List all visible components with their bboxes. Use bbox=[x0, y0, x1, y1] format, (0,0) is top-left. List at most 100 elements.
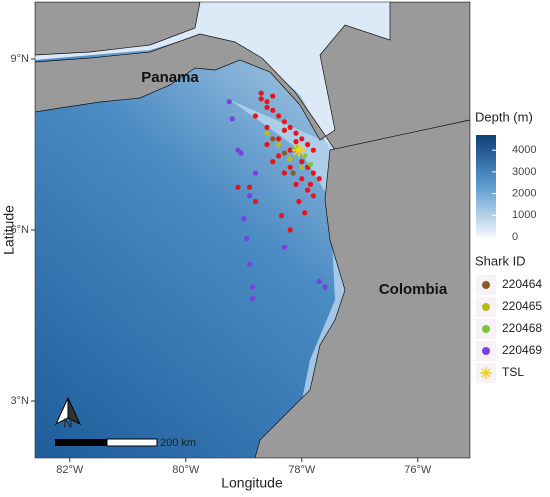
x-tick-label: 82°W bbox=[56, 464, 84, 476]
location-point bbox=[287, 147, 293, 153]
scale-bar: 200 km bbox=[55, 437, 196, 449]
location-point bbox=[299, 164, 305, 170]
location-point bbox=[310, 170, 316, 176]
location-point bbox=[310, 193, 316, 199]
map-panel: Panama Colombia 200 km N bbox=[35, 2, 470, 458]
location-point bbox=[290, 170, 296, 176]
land-panama bbox=[35, 2, 470, 151]
y-tick-label: 9°N bbox=[11, 53, 30, 65]
legend-entry: 220465 bbox=[476, 297, 542, 317]
legend-title: Shark ID bbox=[475, 253, 526, 268]
legend-label: 220465 bbox=[502, 299, 542, 313]
location-point bbox=[276, 113, 282, 119]
tsl-marker bbox=[291, 143, 306, 158]
location-point bbox=[247, 184, 253, 190]
location-point bbox=[264, 130, 270, 136]
colorbar-tick-label: 4000 bbox=[512, 144, 536, 156]
location-point bbox=[307, 181, 314, 187]
legend-label: 220464 bbox=[502, 277, 542, 291]
legend-symbol bbox=[480, 367, 492, 379]
location-point bbox=[270, 93, 276, 99]
location-point bbox=[310, 147, 316, 153]
location-point bbox=[244, 235, 250, 242]
place-label: Colombia bbox=[379, 281, 448, 298]
legend-label: TSL bbox=[502, 365, 524, 379]
location-point bbox=[247, 193, 253, 199]
colorbar-tick-label: 1000 bbox=[512, 209, 536, 221]
legend-entry: TSL bbox=[476, 363, 524, 383]
location-point bbox=[287, 164, 293, 170]
location-point bbox=[226, 99, 232, 105]
location-point bbox=[293, 181, 299, 187]
location-point bbox=[305, 141, 311, 148]
scale-label: 200 km bbox=[160, 437, 196, 449]
location-point bbox=[293, 130, 299, 136]
legend-entry: 220469 bbox=[476, 341, 542, 361]
land-north bbox=[35, 2, 201, 56]
colorbar-tick-label: 0 bbox=[512, 231, 518, 243]
location-point bbox=[238, 150, 244, 156]
location-point bbox=[293, 139, 299, 145]
location-point bbox=[264, 99, 270, 105]
location-point bbox=[299, 136, 305, 142]
location-point bbox=[322, 284, 328, 290]
legend-symbol bbox=[482, 347, 490, 355]
points bbox=[226, 90, 328, 301]
location-point bbox=[281, 170, 287, 176]
location-point bbox=[249, 295, 256, 301]
location-point bbox=[287, 124, 293, 130]
location-point bbox=[305, 187, 311, 193]
y-axis-title: Latitude bbox=[1, 205, 17, 255]
location-point bbox=[252, 113, 258, 119]
north-label: N bbox=[63, 415, 72, 430]
location-point bbox=[299, 176, 305, 182]
x-axis-title: Longitude bbox=[221, 475, 283, 491]
scale-segment bbox=[55, 439, 107, 446]
scale-segment bbox=[106, 438, 158, 447]
location-point bbox=[229, 116, 235, 122]
legend-entry: 220464 bbox=[476, 275, 542, 295]
legend-symbol bbox=[482, 303, 490, 311]
location-point bbox=[252, 170, 258, 176]
location-point bbox=[264, 124, 270, 130]
location-point bbox=[264, 104, 270, 111]
location-point bbox=[270, 159, 276, 165]
location-point bbox=[258, 90, 264, 96]
depth-colorbar bbox=[476, 135, 496, 237]
colorbar-tick-label: 3000 bbox=[512, 166, 536, 178]
x-tick-label: 78°W bbox=[288, 464, 316, 476]
location-point bbox=[278, 213, 285, 219]
legend-symbol bbox=[482, 325, 490, 333]
y-tick-label: 6°N bbox=[11, 224, 30, 236]
location-point bbox=[270, 136, 276, 142]
x-tick-label: 76°W bbox=[404, 464, 432, 476]
location-point bbox=[252, 198, 258, 205]
location-point bbox=[281, 127, 287, 133]
location-point bbox=[276, 136, 282, 142]
location-point bbox=[258, 96, 264, 102]
legend-label: 220469 bbox=[502, 343, 542, 357]
legend-entry: 220468 bbox=[476, 319, 542, 339]
location-point bbox=[307, 161, 314, 168]
location-point bbox=[276, 153, 282, 159]
location-point bbox=[296, 198, 302, 205]
location-point bbox=[281, 119, 287, 125]
location-point bbox=[235, 184, 241, 190]
colorbar-tick-label: 2000 bbox=[512, 188, 536, 200]
location-point bbox=[316, 176, 322, 182]
location-point bbox=[281, 244, 287, 250]
legend-symbol bbox=[482, 281, 490, 289]
location-point bbox=[281, 150, 287, 156]
north-arrow: N bbox=[54, 397, 82, 430]
location-point bbox=[276, 141, 282, 148]
land-colombia bbox=[254, 119, 470, 458]
location-point bbox=[247, 261, 253, 267]
location-point bbox=[302, 210, 308, 216]
location-point bbox=[270, 107, 276, 113]
place-label: Panama bbox=[141, 69, 199, 86]
location-point bbox=[264, 141, 270, 148]
location-point bbox=[287, 156, 293, 162]
location-point bbox=[249, 284, 256, 290]
location-point bbox=[316, 278, 322, 284]
